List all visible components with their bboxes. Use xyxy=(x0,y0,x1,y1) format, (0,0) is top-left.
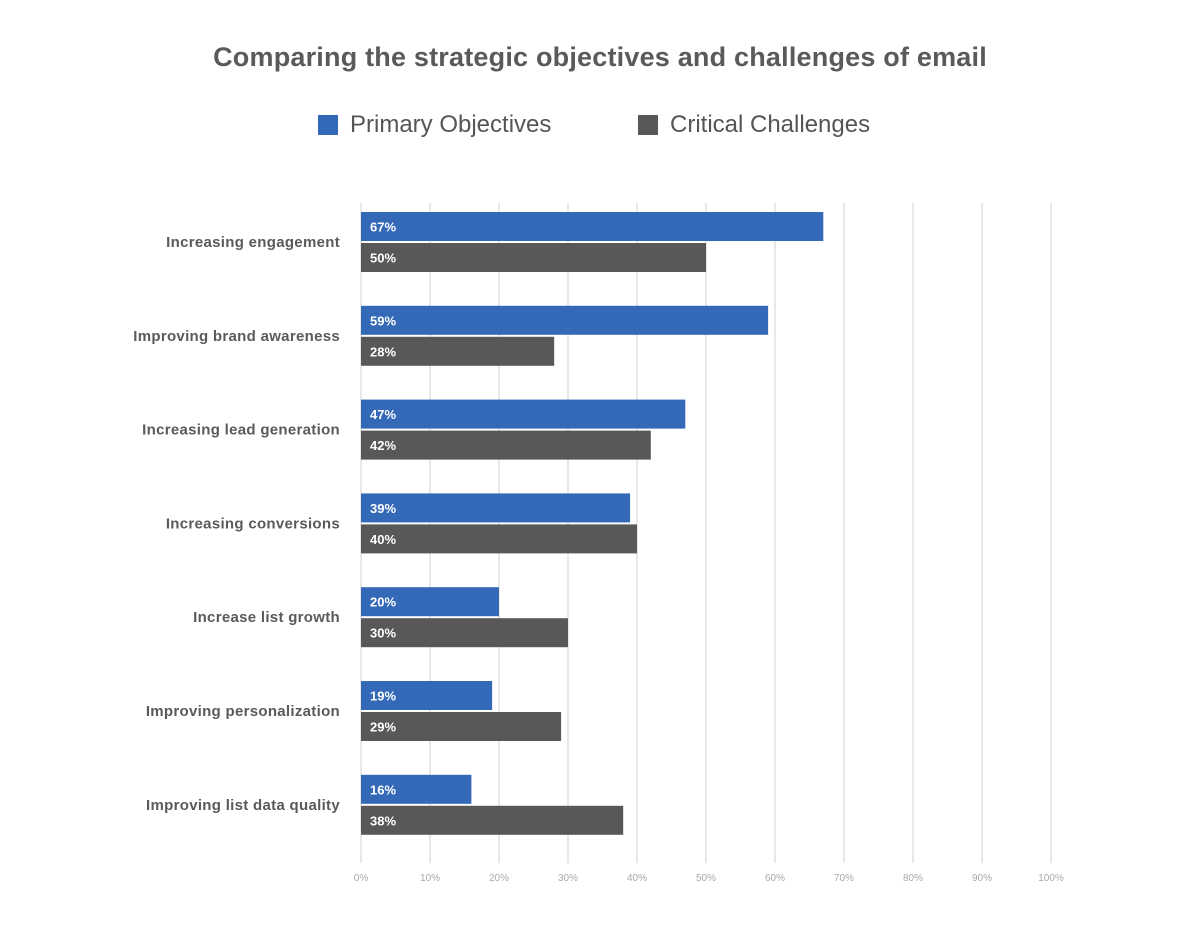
bar-value-label: 40% xyxy=(370,532,396,547)
chart-title: Comparing the strategic objectives and c… xyxy=(213,42,987,72)
category-label-increasing-conversions: Increasing conversions xyxy=(166,515,340,532)
x-tick-label: 90% xyxy=(972,873,992,884)
bar-value-label: 47% xyxy=(370,407,396,422)
x-tick-label: 20% xyxy=(489,873,509,884)
x-tick-label: 80% xyxy=(903,873,923,884)
legend-swatch-critical-challenges xyxy=(638,115,658,135)
legend-item-critical-challenges: Critical Challenges xyxy=(638,108,870,142)
bar-value-label: 20% xyxy=(370,595,396,610)
category-label-increasing-lead-generation: Increasing lead generation xyxy=(142,422,340,439)
x-tick-label: 60% xyxy=(765,873,785,884)
bar-primary-objectives xyxy=(361,212,824,241)
bar-critical-challenges xyxy=(361,243,706,272)
x-tick-label: 70% xyxy=(834,873,854,884)
bar-value-label: 29% xyxy=(370,720,396,735)
category-label-improving-list-data-quality: Improving list data quality xyxy=(146,797,340,814)
bar-value-label: 30% xyxy=(370,626,396,641)
bar-primary-objectives xyxy=(361,774,472,804)
bar-primary-objectives xyxy=(361,587,499,617)
x-tick-label: 50% xyxy=(696,873,716,884)
x-tick-label: 100% xyxy=(1038,873,1064,884)
x-tick-label: 30% xyxy=(558,873,578,884)
bar-critical-challenges xyxy=(361,430,651,460)
legend-swatch-primary-objectives xyxy=(318,115,338,135)
bar-value-label: 59% xyxy=(370,313,396,328)
bar-primary-objectives xyxy=(361,305,769,335)
bar-value-label: 19% xyxy=(370,689,396,704)
bar-critical-challenges xyxy=(361,712,562,741)
category-label-improving-brand-awareness: Improving brand awareness xyxy=(133,328,340,345)
bar-value-label: 28% xyxy=(370,344,396,359)
legend-item-primary-objectives: Primary Objectives xyxy=(318,108,551,142)
bar-critical-challenges xyxy=(361,805,624,835)
bar-value-label: 50% xyxy=(370,251,396,266)
x-tick-label: 40% xyxy=(627,873,647,884)
bar-value-label: 39% xyxy=(370,501,396,516)
legend-label-primary-objectives: Primary Objectives xyxy=(350,111,552,138)
bar-primary-objectives xyxy=(361,493,631,523)
category-label-improving-personalization: Improving personalization xyxy=(146,703,340,720)
category-label-increase-list-growth: Increase list growth xyxy=(193,609,340,626)
bar-critical-challenges xyxy=(361,336,555,366)
bar-primary-objectives xyxy=(361,681,493,710)
bar-critical-challenges xyxy=(361,524,637,554)
bar-value-label: 67% xyxy=(370,220,396,235)
legend-label-critical-challenges: Critical Challenges xyxy=(670,111,871,138)
x-tick-label: 10% xyxy=(420,873,440,884)
bar-critical-challenges xyxy=(361,618,568,648)
bar-value-label: 38% xyxy=(370,813,396,828)
bar-primary-objectives xyxy=(361,399,686,429)
bar-value-label: 16% xyxy=(370,782,396,797)
category-label-increasing-engagement: Increasing engagement xyxy=(166,234,340,251)
bar-value-label: 42% xyxy=(370,438,396,453)
x-tick-label: 0% xyxy=(354,873,369,884)
legend: Primary Objectives Critical Challenges xyxy=(0,108,1200,142)
